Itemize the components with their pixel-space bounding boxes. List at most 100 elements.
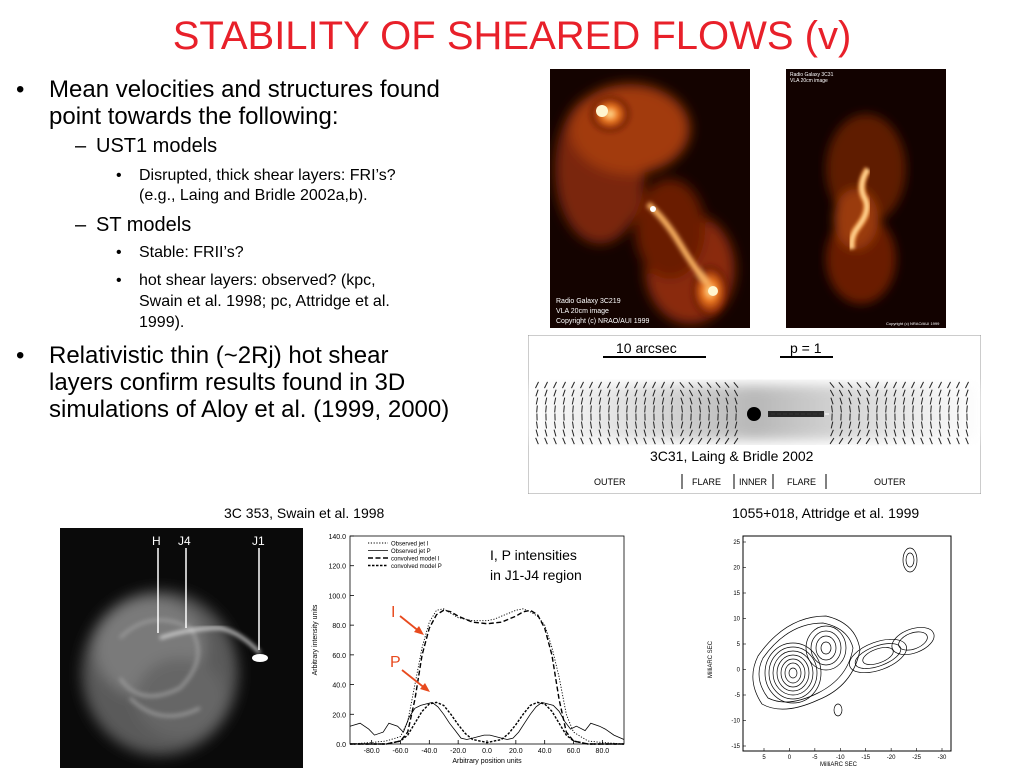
polarization-vector [634,429,638,437]
polarization-vector [911,389,915,397]
polarization-vector [838,381,844,389]
polarization-vector [902,437,906,445]
polarization-vector [911,437,915,445]
bullet-marker: • [16,342,25,369]
polarization-vector [716,397,720,405]
bullet-2-line-1: Relativistic thin (~2Rj) hot shear [49,342,389,369]
polarization-vector [698,421,702,429]
polarization-vector [866,429,870,437]
contour-y-tick-label: 0 [737,668,741,674]
polarization-vector [857,421,861,429]
polarization-vector [911,421,915,429]
polarization-vector [643,421,647,429]
polarization-vector [553,429,557,437]
polarization-vector [562,381,566,389]
bullet-marker: • [116,244,122,261]
polarization-vector [706,381,712,389]
polarization-vector [734,397,738,405]
polarization-vector [715,381,721,389]
polarization-vector [894,405,896,413]
polarization-vector [607,437,611,445]
polarization-vector [616,381,620,389]
polarization-vector [839,397,843,405]
st-item-2-line-2: Swain et al. 1998; pc, Attridge et al. [139,293,390,310]
polarization-vector [580,437,584,445]
arrowhead-p [420,683,430,692]
polarization-vector [875,389,879,397]
polarization-vector [938,381,942,389]
polarization-vector [652,429,656,437]
contour-map-1055-018: 25 20 15 10 5 0 -5 -10 -15 5 0 -5 -10 -15 -20 -25 -30 Mi… [698,528,956,768]
bullet-2-line-2: layers confirm results found in 3D [49,369,406,396]
polarization-vector [598,421,602,429]
polarization-vector [680,429,684,437]
polarization-vector [554,405,556,413]
subbullet-st: ST models [96,214,192,236]
region-label-outer: OUTER [594,477,626,487]
polarization-vector [634,389,638,397]
polarization-vector [965,389,969,397]
polarization-vector [965,421,969,429]
polarization-vector [865,437,871,445]
contour-y-tick-label: -10 [731,719,740,725]
polarization-vector [838,389,844,397]
intensity-profile-chart: 0.0 20.0 40.0 60.0 80.0 100.0 120.0 140.0 -80.0 -… [308,528,630,768]
polarization-vector [616,437,620,445]
polarization-vector [724,389,730,397]
chart-annotation-line-1: I, P intensities [490,547,577,563]
region-label-flare: FLARE [787,477,816,487]
image-caption-line-1: Radio Galaxy 3C31 [790,72,834,78]
polarization-vector [670,429,674,437]
polarization-vector [938,397,942,405]
polarization-vector [735,405,737,413]
polarization-vector [670,389,674,397]
polarization-vector [652,389,656,397]
x-axis-label: Arbitrary position units [452,758,522,765]
polarization-vector [884,421,888,429]
polarization-vector [893,429,897,437]
polarization-vector [661,381,665,389]
polarization-vector [580,381,584,389]
contour-y-axis-label: MilliARC SEC [708,640,714,678]
polarization-vector [939,405,941,413]
polarization-vector [956,397,960,405]
polarization-vector [965,429,969,437]
polarization-vector [544,421,548,429]
y-tick-label: 120.0 [328,564,346,571]
polarization-vector [911,429,915,437]
x-tick-label: 0.0 [482,748,492,755]
xray-image-3c353: H J4 J1 [60,528,303,768]
polarization-vector [652,381,656,389]
contour-x-tick-label: -15 [861,755,870,761]
attridge-caption: 1055+018, Attridge et al. 1999 [732,505,920,521]
polarization-vector [707,397,711,405]
polarization-vector [875,421,879,429]
xray-label-j4: J4 [178,534,191,548]
region-label-flare: FLARE [692,477,721,487]
y-tick-label: 80.0 [332,623,346,630]
contour-x-axis-label: MilliARC SEC [820,762,858,768]
polarization-vector [599,405,601,413]
polarization-vector [544,397,548,405]
polarization-vector [902,389,906,397]
polarization-vector [544,389,548,397]
y-tick-label: 60.0 [332,653,346,660]
polarization-vector [706,389,712,397]
polarization-vector [734,429,738,437]
polarization-vector [670,437,674,445]
polarization-vector [562,429,566,437]
polarization-vector [625,437,629,445]
polarization-vector [580,389,584,397]
polarization-vector [562,389,566,397]
polarization-vector [716,421,720,429]
st-item-2-line-1: hot shear layers: observed? (kpc, [139,272,376,289]
polarization-vector [607,389,611,397]
x-tick-label: 60.0 [567,748,581,755]
polarization-vector [866,421,870,429]
subbullet-ust1: UST1 models [96,135,218,157]
polarization-vector [690,405,692,413]
polarization-vector [689,429,693,437]
polarization-vector [608,405,610,413]
polarization-vector [616,429,620,437]
contour-lines [752,547,935,717]
